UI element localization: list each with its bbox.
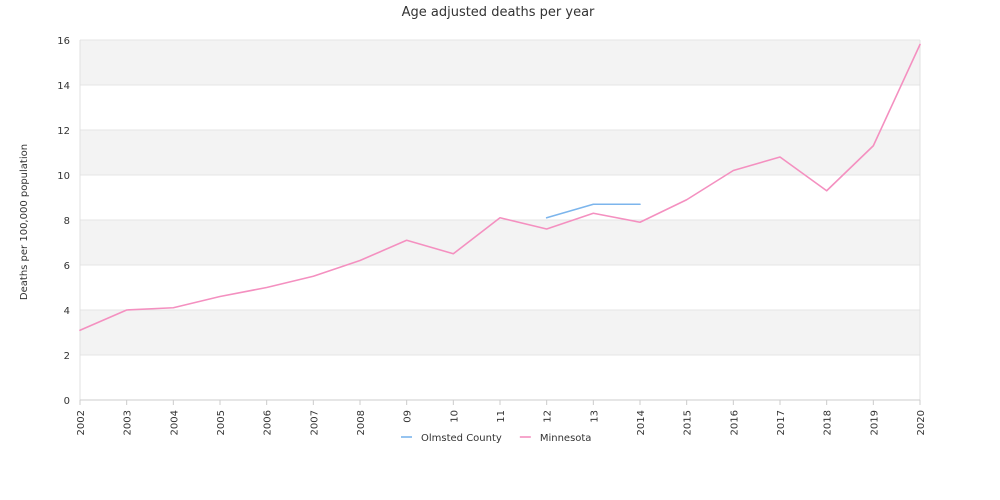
plot-band — [80, 40, 920, 85]
series-line — [79, 43, 921, 332]
y-tick-label: 16 — [57, 36, 70, 47]
plot-band — [80, 310, 920, 355]
y-tick-label: 2 — [64, 351, 70, 362]
x-tick-label: 2018 — [823, 410, 834, 435]
x-tick-label: 13 — [589, 410, 600, 423]
plot-band — [80, 220, 920, 265]
series-line — [545, 203, 641, 219]
x-tick-label: 2016 — [729, 410, 740, 435]
x-tick-label: 2017 — [776, 410, 787, 435]
x-tick-label: 2005 — [216, 410, 227, 435]
plot-band — [80, 265, 920, 310]
y-tick-label: 14 — [57, 81, 70, 92]
x-tick-label: 2004 — [169, 410, 180, 435]
y-tick-label: 0 — [64, 396, 70, 407]
x-tick-label: 2006 — [263, 410, 274, 435]
x-tick-labels: 2002 2003 2004 2005 2006 2007 2008 09 10 11 12 13 20… — [76, 410, 927, 435]
legend: Olmsted County Minnesota — [401, 433, 591, 444]
x-tick-label: 2019 — [869, 410, 880, 435]
x-tick-label: 09 — [403, 410, 414, 423]
y-tick-label: 4 — [64, 306, 70, 317]
plot-band — [80, 85, 920, 130]
axes — [79, 40, 921, 405]
legend-label: Minnesota — [540, 433, 592, 444]
y-tick-label: 10 — [57, 171, 70, 182]
y-tick-label: 6 — [64, 261, 70, 272]
y-axis-label: Deaths per 100,000 population — [19, 144, 30, 300]
x-tick-label: 2007 — [309, 410, 320, 435]
x-tick-label: 11 — [496, 410, 507, 423]
y-tick-labels: 0 2 4 6 8 10 12 14 16 — [57, 36, 70, 407]
legend-label: Olmsted County — [421, 433, 502, 444]
x-tick-label: 10 — [449, 410, 460, 423]
chart-title: Age adjusted deaths per year — [402, 5, 595, 20]
y-tick-label: 8 — [64, 216, 70, 227]
plot-band — [80, 175, 920, 220]
plot-bands — [80, 40, 920, 400]
plot-band — [80, 130, 920, 175]
x-tick-label: 2020 — [916, 410, 927, 435]
x-tick-label: 2008 — [356, 410, 367, 435]
y-tick-label: 12 — [57, 126, 70, 137]
plot-band — [80, 355, 920, 400]
series-layer — [79, 43, 921, 332]
x-tick-label: 2003 — [123, 410, 134, 435]
x-tick-label: 2002 — [76, 410, 87, 435]
x-tick-label: 12 — [543, 410, 554, 423]
x-tick-label: 2014 — [636, 410, 647, 435]
x-tick-label: 2015 — [683, 410, 694, 435]
